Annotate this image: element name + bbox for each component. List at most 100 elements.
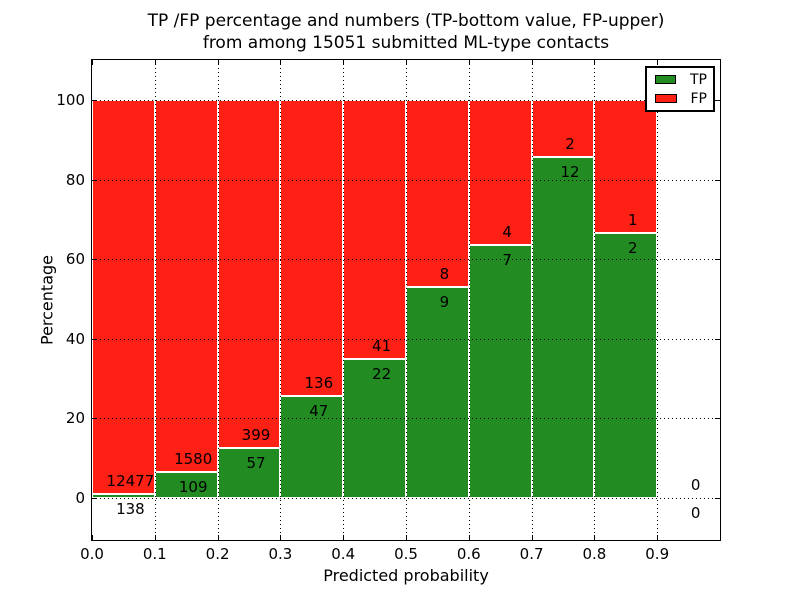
y-tick-label: 20 xyxy=(65,409,85,428)
x-axis-tick xyxy=(280,60,282,65)
y-tick-label: 100 xyxy=(56,91,85,110)
x-axis-tick xyxy=(154,60,156,65)
tp-count-label: 2 xyxy=(628,238,638,257)
x-axis-tick xyxy=(531,60,533,65)
y-tick-label: 40 xyxy=(65,329,85,348)
tp-count-label: 7 xyxy=(502,250,512,269)
tp-count-label: 9 xyxy=(439,293,450,312)
tp-bar-segment xyxy=(406,287,469,498)
y-axis-tick xyxy=(92,338,97,340)
fp-bar-segment xyxy=(280,100,344,396)
fp-count-label: 8 xyxy=(439,265,450,284)
horizontal-gridline xyxy=(92,338,720,340)
y-axis-tick xyxy=(92,100,97,102)
vertical-gridline xyxy=(468,60,470,540)
legend-swatch-fp xyxy=(655,94,677,103)
horizontal-gridline xyxy=(92,498,720,499)
legend: TP FP xyxy=(645,66,715,112)
fp-bar-segment xyxy=(217,100,281,449)
x-axis-tick xyxy=(92,60,93,65)
tp-count-label: 0 xyxy=(690,504,701,522)
fp-count-label: 136 xyxy=(304,373,334,392)
x-axis-tick xyxy=(154,535,156,540)
y-axis-tick xyxy=(715,498,720,499)
x-axis-tick xyxy=(657,60,659,65)
horizontal-gridline xyxy=(92,100,720,102)
chart-title-line2: from among 15051 submitted ML-type conta… xyxy=(202,33,610,53)
tp-count-label: 109 xyxy=(178,478,208,497)
y-tick-label: 0 xyxy=(75,489,85,507)
legend-item: FP xyxy=(653,92,707,106)
x-tick-label: 0.2 xyxy=(205,545,230,563)
y-axis-tick xyxy=(92,259,97,261)
legend-item: TP xyxy=(653,73,707,87)
tp-bar-segment xyxy=(468,244,532,498)
x-axis-tick xyxy=(468,60,470,65)
x-axis-tick xyxy=(406,535,407,540)
x-tick-label: 0.4 xyxy=(331,545,356,563)
vertical-gridline xyxy=(531,60,533,540)
y-axis-tick xyxy=(715,179,720,181)
tp-count-label: 22 xyxy=(372,365,392,384)
x-tick-label: 0.5 xyxy=(394,545,418,563)
x-axis-label: Predicted probability xyxy=(323,566,489,585)
chart-title-line1: TP /FP percentage and numbers (TP-bottom… xyxy=(147,11,665,31)
x-axis-tick xyxy=(720,535,721,540)
vertical-gridline xyxy=(154,60,156,540)
y-axis-tick xyxy=(92,179,97,181)
fp-count-label: 2 xyxy=(565,135,575,153)
vertical-gridline xyxy=(406,60,407,540)
tp-count-label: 47 xyxy=(309,401,329,420)
x-axis-tick xyxy=(343,60,345,65)
legend-label: FP xyxy=(690,90,708,107)
x-axis-tick xyxy=(406,60,407,65)
fp-bar-segment xyxy=(594,100,658,233)
x-tick-label: 0.9 xyxy=(645,545,670,563)
y-axis-tick xyxy=(715,259,720,261)
ticks-layer xyxy=(92,60,721,540)
x-axis-tick xyxy=(657,535,659,540)
x-axis-tick xyxy=(594,60,596,65)
tp-bar-segment xyxy=(343,359,406,498)
plot-area: 12477 138 1580 109 399 57 136 47 41 22 8 9 4 7 2 12 1 2 0 0… xyxy=(91,59,721,541)
y-tick-label: 60 xyxy=(65,250,85,269)
fp-count-label: 0 xyxy=(690,476,701,494)
x-axis-tick xyxy=(217,535,219,540)
x-axis-tick xyxy=(92,535,93,540)
x-tick-label: 0.1 xyxy=(142,545,167,563)
fp-count-label: 1580 xyxy=(174,450,213,469)
fp-count-label: 41 xyxy=(372,337,392,356)
legend-label: TP xyxy=(690,71,707,88)
vertical-gridline xyxy=(217,60,219,540)
tp-count-label: 138 xyxy=(116,499,145,518)
fp-count-label: 4 xyxy=(502,222,512,241)
tp-count-label: 12 xyxy=(560,163,580,181)
fp-bar-segment xyxy=(92,100,155,494)
fp-count-label: 12477 xyxy=(106,471,155,490)
y-tick-label: 80 xyxy=(65,170,85,189)
y-axis-tick xyxy=(715,338,720,340)
tp-count-label: 57 xyxy=(246,454,266,473)
x-tick-label: 0.7 xyxy=(519,545,544,563)
vertical-gridline xyxy=(343,60,345,540)
bars-layer xyxy=(92,60,720,540)
x-tick-label: 0.3 xyxy=(268,545,293,563)
fp-count-label: 399 xyxy=(241,426,271,445)
x-axis-tick xyxy=(531,535,533,540)
grid-layer xyxy=(92,60,720,540)
x-tick-label: 0.8 xyxy=(582,545,607,563)
x-axis-tick xyxy=(720,60,721,65)
tp-bar-segment xyxy=(92,493,155,498)
x-axis-tick xyxy=(280,535,282,540)
y-axis-tick xyxy=(92,498,97,499)
x-axis-tick xyxy=(343,535,345,540)
chart-title: TP /FP percentage and numbers (TP-bottom… xyxy=(6,10,800,54)
x-axis-tick xyxy=(217,60,219,65)
tp-bar-segment xyxy=(154,472,218,498)
y-axis-tick xyxy=(92,418,97,420)
x-tick-label: 0.0 xyxy=(80,545,104,563)
horizontal-gridline xyxy=(92,259,720,261)
x-axis-tick xyxy=(594,535,596,540)
horizontal-gridline xyxy=(92,179,720,181)
